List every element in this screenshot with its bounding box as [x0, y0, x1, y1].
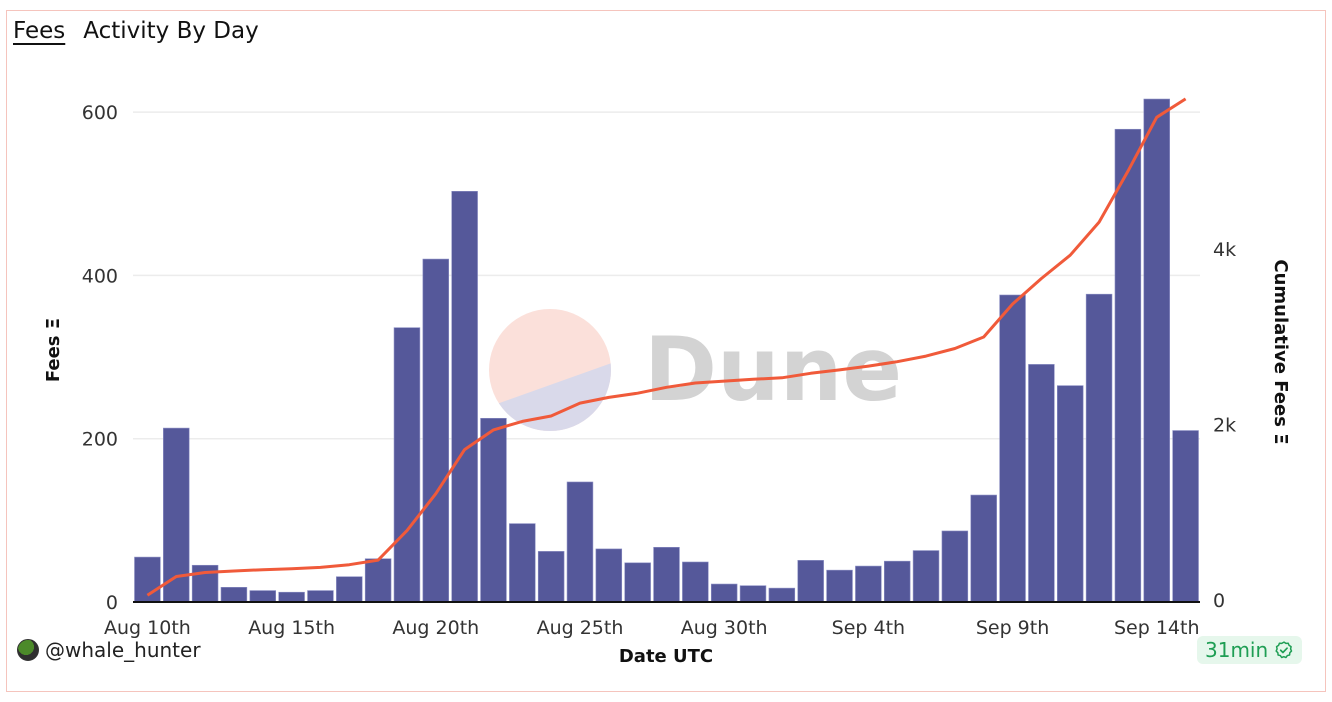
fees-bars: [134, 98, 1199, 603]
bar-aug-24[interactable]: [537, 551, 565, 603]
freshness-badge: 31min: [1197, 636, 1303, 664]
bar-aug-10[interactable]: [134, 556, 161, 603]
bar-sep-4[interactable]: [855, 565, 882, 603]
bar-aug-26[interactable]: [595, 548, 623, 603]
chart-header: Fees Activity By Day: [13, 18, 259, 44]
dune-watermark: Dune: [489, 309, 902, 431]
bar-sep-1[interactable]: [768, 587, 796, 603]
y2-axis-title: Cumulative Fees Ξ: [1270, 259, 1291, 444]
bar-sep-3[interactable]: [826, 569, 853, 603]
author-username[interactable]: @whale_hunter: [45, 638, 201, 662]
left-axis-ticks: 0 200 400 600: [82, 102, 118, 614]
bar-aug-16[interactable]: [307, 590, 334, 603]
bar-sep-13[interactable]: [1114, 128, 1142, 603]
author[interactable]: @whale_hunter: [17, 638, 201, 662]
y2-tick-label: 4k: [1213, 239, 1236, 261]
bar-aug-31[interactable]: [739, 585, 767, 603]
bar-aug-30[interactable]: [710, 583, 738, 603]
bar-aug-20[interactable]: [422, 258, 450, 603]
bar-aug-17[interactable]: [336, 576, 363, 603]
bar-sep-6[interactable]: [912, 550, 940, 603]
bar-sep-2[interactable]: [797, 560, 824, 603]
bar-sep-8[interactable]: [970, 494, 997, 603]
bar-aug-11[interactable]: [163, 427, 190, 603]
avatar: [17, 639, 39, 661]
y2-tick-label: 2k: [1213, 415, 1236, 437]
query-tab-fees[interactable]: Fees: [13, 18, 66, 44]
bar-sep-5[interactable]: [883, 560, 911, 603]
y2-tick-label: 0: [1213, 590, 1225, 612]
bar-sep-11[interactable]: [1057, 385, 1084, 603]
bar-sep-14[interactable]: [1143, 98, 1170, 603]
x-tick-label: Aug 30th: [681, 617, 768, 639]
x-axis-title: Date UTC: [619, 646, 713, 667]
x-axis-ticks: Aug 10th Aug 15th Aug 20th Aug 25th Aug 30th…: [104, 617, 1199, 639]
y-tick-label: 400: [82, 265, 118, 287]
badge-check-icon: [1275, 641, 1293, 659]
right-axis-ticks: 0 2k 4k: [1213, 239, 1236, 612]
x-tick-label: Sep 4th: [832, 617, 905, 639]
watermark-text: Dune: [644, 318, 902, 421]
bar-aug-28[interactable]: [653, 546, 680, 603]
bar-aug-18[interactable]: [364, 558, 392, 603]
bar-aug-15[interactable]: [278, 591, 305, 603]
bar-aug-27[interactable]: [624, 562, 651, 603]
x-tick-label: Aug 10th: [104, 617, 191, 639]
y-axis-title: Fees Ξ: [43, 318, 64, 382]
x-tick-label: Aug 25th: [537, 617, 624, 639]
bar-aug-19[interactable]: [393, 327, 421, 603]
bar-aug-13[interactable]: [220, 587, 248, 603]
bar-aug-23[interactable]: [509, 523, 536, 603]
bar-aug-22[interactable]: [480, 417, 507, 603]
chart-subtitle: Activity By Day: [83, 18, 259, 44]
cumulative-fees-line: [146, 97, 1187, 597]
y-tick-label: 600: [82, 102, 118, 124]
x-tick-label: Aug 20th: [392, 617, 479, 639]
bar-sep-10[interactable]: [1028, 364, 1055, 603]
x-tick-label: Aug 15th: [248, 617, 335, 639]
freshness-text: 31min: [1205, 638, 1269, 662]
bar-aug-14[interactable]: [249, 590, 276, 603]
x-tick-label: Sep 14th: [1114, 617, 1200, 639]
bar-sep-7[interactable]: [941, 530, 969, 603]
bar-aug-21[interactable]: [451, 191, 478, 603]
bar-sep-15[interactable]: [1172, 430, 1199, 603]
bar-aug-25[interactable]: [566, 481, 594, 603]
x-tick-label: Sep 9th: [976, 617, 1049, 639]
y-tick-label: 0: [106, 592, 118, 614]
bar-aug-29[interactable]: [682, 561, 709, 603]
y-tick-label: 200: [82, 429, 118, 451]
bar-sep-12[interactable]: [1085, 293, 1113, 603]
bar-sep-9[interactable]: [999, 294, 1026, 603]
